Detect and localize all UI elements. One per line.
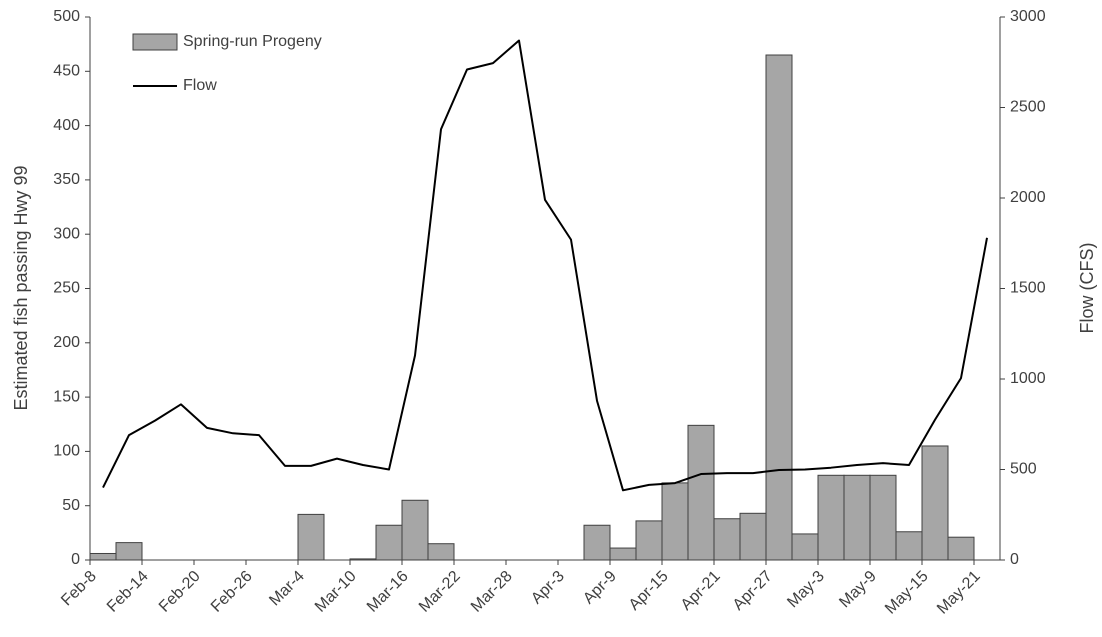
y2-tick-label: 1500 (1010, 280, 1046, 297)
x-tick-label: Feb-14 (104, 568, 152, 616)
y-tick-label: 450 (53, 63, 80, 80)
y2-tick-label: 500 (1010, 461, 1037, 478)
bar (869, 474, 897, 561)
y-tick-label: 300 (53, 225, 80, 242)
x-tick-label: Apr-21 (678, 568, 724, 614)
bar (375, 524, 403, 561)
y-tick-label: 350 (53, 171, 80, 188)
x-tick-label: Apr-9 (580, 568, 620, 608)
bar (765, 54, 793, 561)
bar (609, 547, 637, 561)
x-tick-label: Feb-20 (156, 568, 204, 616)
x-tick-label: Mar-4 (266, 568, 308, 610)
bar (583, 524, 611, 561)
bar (739, 512, 767, 561)
y2-tick-label: 0 (1010, 551, 1019, 568)
bar (947, 536, 975, 561)
y2-tick-label: 2000 (1010, 189, 1046, 206)
y-axis-title: Estimated fish passing Hwy 99 (11, 165, 31, 410)
y-tick-label: 400 (53, 117, 80, 134)
legend-label: Flow (183, 77, 217, 94)
x-tick-label: Mar-10 (312, 568, 360, 616)
x-tick-label: Apr-3 (528, 568, 568, 608)
bar (687, 424, 715, 561)
bar (713, 518, 741, 561)
bar (349, 558, 377, 561)
y2-tick-label: 1000 (1010, 370, 1046, 387)
y-tick-label: 250 (53, 280, 80, 297)
bar (843, 474, 871, 561)
x-tick-label: Mar-28 (468, 568, 516, 616)
bar (297, 513, 325, 561)
x-tick-label: May-9 (836, 568, 880, 612)
legend-label: Spring-run Progeny (183, 33, 322, 50)
flow-line (102, 39, 988, 492)
bar (401, 499, 429, 561)
x-tick-label: May-3 (784, 568, 828, 612)
x-tick-label: Feb-8 (58, 568, 100, 610)
x-tick-label: Apr-15 (626, 568, 672, 614)
bar (817, 474, 845, 561)
y-tick-label: 150 (53, 388, 80, 405)
y-tick-label: 0 (71, 551, 80, 568)
bar (635, 520, 663, 561)
y2-tick-label: 2500 (1010, 99, 1046, 116)
x-tick-label: May-15 (882, 568, 932, 618)
y-tick-label: 200 (53, 334, 80, 351)
x-tick-label: Apr-27 (730, 568, 776, 614)
y2-axis-title: Flow (CFS) (1077, 243, 1097, 334)
x-tick-label: May-21 (934, 568, 984, 618)
y-tick-label: 50 (62, 497, 80, 514)
bar (89, 552, 117, 561)
x-tick-label: Feb-26 (208, 568, 256, 616)
x-tick-label: Mar-16 (364, 568, 412, 616)
y-tick-label: 500 (53, 8, 80, 25)
bar (921, 445, 949, 561)
bar (115, 542, 143, 561)
bar (895, 531, 923, 561)
legend-swatch (132, 33, 178, 51)
y2-tick-label: 3000 (1010, 8, 1046, 25)
x-tick-label: Mar-22 (416, 568, 464, 616)
bar (791, 533, 819, 561)
y-tick-label: 100 (53, 443, 80, 460)
bar (661, 482, 689, 561)
bar (427, 543, 455, 561)
